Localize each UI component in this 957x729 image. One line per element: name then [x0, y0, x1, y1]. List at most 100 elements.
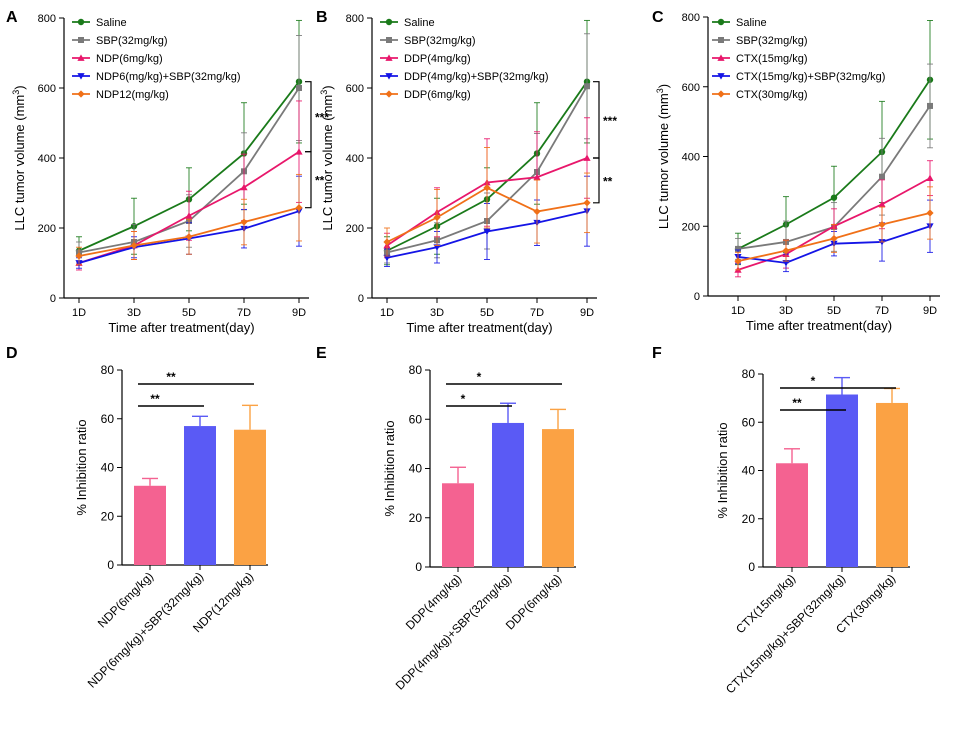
legend-label: Saline — [736, 17, 767, 29]
panel-label: C — [652, 9, 664, 26]
significance-label: ** — [166, 370, 176, 384]
significance-bracket — [593, 157, 600, 204]
x-axis-title: Time after treatment(day) — [108, 320, 254, 335]
data-point — [483, 184, 491, 192]
panel-a: A 0 200 400 600 800 1D 3D 5D 7D 9D Time after treat… — [6, 9, 329, 335]
significance-bracket — [593, 81, 600, 159]
y-tick-label: 600 — [346, 83, 364, 95]
legend-marker — [77, 54, 85, 61]
significance-label: *** — [315, 111, 329, 125]
legend-marker — [77, 18, 85, 26]
y-tick-label: 0 — [107, 558, 114, 572]
significance-bracket — [305, 151, 312, 209]
significance-label: * — [477, 370, 482, 384]
x-tick-label: 3D — [127, 307, 141, 319]
y-tick-label: 600 — [682, 82, 700, 94]
legend-label: CTX(15mg/kg)+SBP(32mg/kg) — [736, 71, 885, 83]
legend-marker — [385, 73, 393, 80]
data-point — [240, 218, 248, 226]
legend-label: SBP(32mg/kg) — [404, 35, 476, 47]
data-point — [533, 173, 541, 181]
data-point — [295, 148, 303, 155]
legend-marker — [718, 37, 724, 43]
y-tick-label: 20 — [742, 512, 756, 526]
y-axis-title: % Inhibition ratio — [715, 422, 730, 518]
data-point — [433, 213, 441, 222]
y-tick-label: 600 — [38, 83, 56, 95]
legend-marker — [78, 37, 84, 43]
data-point — [735, 245, 741, 252]
x-tick-label: 7D — [875, 305, 889, 317]
legend-label: CTX(15mg/kg) — [736, 53, 808, 65]
bar — [826, 394, 858, 567]
y-axis-title: LLC tumor volume (mm3) — [319, 85, 335, 230]
panel-c: C 0 200 400 600 800 1D 3D 5D 7D 9D Time after treat… — [652, 9, 940, 333]
significance-label: ** — [603, 174, 613, 188]
y-tick-label: 80 — [409, 363, 423, 377]
y-tick-label: 800 — [682, 12, 700, 24]
significance-label: * — [461, 392, 466, 406]
data-point — [583, 199, 591, 207]
legend-label: NDP(6mg/kg) — [96, 53, 163, 65]
data-point — [583, 154, 591, 161]
data-point — [830, 194, 838, 201]
data-point — [240, 183, 248, 191]
y-tick-label: 200 — [38, 223, 56, 235]
significance-label: ** — [792, 396, 802, 410]
x-axis-title: Time after treatment(day) — [406, 320, 552, 335]
legend-label: DDP(4mg/kg)+SBP(32mg/kg) — [404, 71, 549, 83]
x-tick-label: 1D — [380, 307, 394, 319]
y-tick-label: 40 — [742, 464, 756, 478]
y-axis-title: LLC tumor volume (mm3) — [11, 85, 27, 230]
legend-label: SBP(32mg/kg) — [736, 35, 808, 47]
legend-label: Saline — [404, 17, 435, 29]
y-tick-label: 200 — [682, 221, 700, 233]
panel-label: D — [6, 345, 18, 362]
legend-marker — [717, 90, 725, 98]
panel-label: E — [316, 345, 327, 362]
legend-marker — [386, 37, 392, 43]
x-tick-label: 5D — [480, 307, 494, 319]
y-tick-label: 40 — [101, 461, 115, 475]
data-point — [130, 241, 138, 250]
y-tick-label: 60 — [409, 412, 423, 426]
legend-marker — [77, 90, 85, 98]
y-tick-label: 0 — [415, 560, 422, 574]
data-point — [533, 207, 541, 216]
y-tick-label: 60 — [101, 412, 115, 426]
data-point — [926, 209, 934, 217]
x-tick-label: 5D — [827, 305, 841, 317]
x-tick-label: 1D — [72, 307, 86, 319]
data-point — [383, 238, 391, 246]
data-point — [734, 257, 742, 265]
bar — [776, 463, 808, 567]
significance-bracket — [305, 81, 312, 153]
series-4 — [734, 186, 934, 271]
x-tick-label: 7D — [530, 307, 544, 319]
data-point — [185, 212, 193, 219]
x-tick-label: 7D — [237, 307, 251, 319]
y-tick-label: 0 — [50, 293, 56, 305]
y-tick-label: 80 — [742, 367, 756, 381]
series-4 — [75, 173, 303, 266]
legend-marker — [385, 18, 393, 26]
y-tick-label: 80 — [101, 363, 115, 377]
x-tick-label: 3D — [430, 307, 444, 319]
panel-label: B — [316, 9, 328, 26]
y-tick-label: 60 — [742, 415, 756, 429]
data-point — [584, 83, 590, 90]
bar — [184, 426, 216, 565]
y-tick-label: 0 — [748, 560, 755, 574]
bar — [492, 422, 524, 567]
bar — [542, 429, 574, 567]
y-tick-label: 800 — [38, 13, 56, 25]
bar — [134, 485, 166, 565]
legend-marker — [77, 73, 85, 80]
data-point — [830, 234, 838, 243]
legend-marker — [717, 73, 725, 80]
x-tick-label: 9D — [923, 305, 937, 317]
y-tick-label: 200 — [346, 223, 364, 235]
legend-marker — [717, 54, 725, 61]
panel-b: B 0 200 400 600 800 1D 3D 5D 7D 9D Time after treat… — [316, 9, 617, 335]
